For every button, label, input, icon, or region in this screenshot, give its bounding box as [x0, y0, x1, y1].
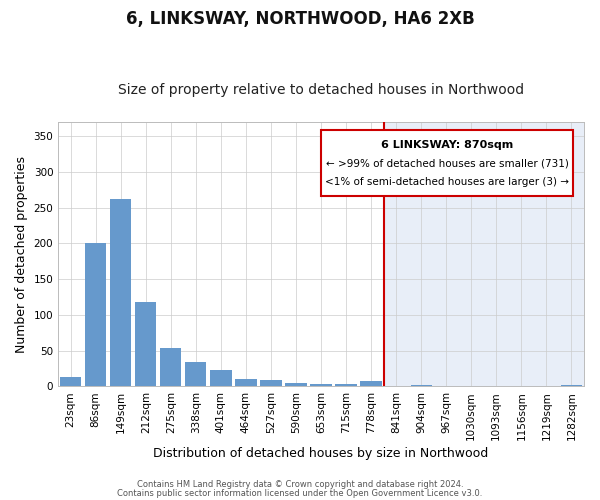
Bar	[361, 380, 382, 386]
Title: Size of property relative to detached houses in Northwood: Size of property relative to detached ho…	[118, 83, 524, 97]
Bar	[286, 383, 307, 386]
Bar	[383, 122, 584, 386]
Bar	[210, 370, 232, 386]
Bar	[135, 302, 157, 386]
Bar	[410, 385, 432, 386]
Text: 6, LINKSWAY, NORTHWOOD, HA6 2XB: 6, LINKSWAY, NORTHWOOD, HA6 2XB	[125, 10, 475, 28]
Y-axis label: Number of detached properties: Number of detached properties	[15, 156, 28, 352]
Text: Contains public sector information licensed under the Open Government Licence v3: Contains public sector information licen…	[118, 490, 482, 498]
Bar	[110, 199, 131, 386]
Bar	[185, 362, 206, 386]
Bar	[260, 380, 281, 386]
X-axis label: Distribution of detached houses by size in Northwood: Distribution of detached houses by size …	[154, 447, 488, 460]
Bar	[561, 385, 582, 386]
Bar	[335, 384, 357, 386]
Bar	[160, 348, 181, 387]
Bar	[85, 244, 106, 386]
Bar	[60, 377, 82, 386]
Text: ← >99% of detached houses are smaller (731): ← >99% of detached houses are smaller (7…	[326, 159, 569, 169]
Text: 6 LINKSWAY: 870sqm: 6 LINKSWAY: 870sqm	[381, 140, 514, 150]
FancyBboxPatch shape	[321, 130, 574, 196]
Text: Contains HM Land Registry data © Crown copyright and database right 2024.: Contains HM Land Registry data © Crown c…	[137, 480, 463, 489]
Bar	[310, 384, 332, 386]
Bar	[235, 380, 257, 386]
Text: <1% of semi-detached houses are larger (3) →: <1% of semi-detached houses are larger (…	[325, 178, 569, 188]
